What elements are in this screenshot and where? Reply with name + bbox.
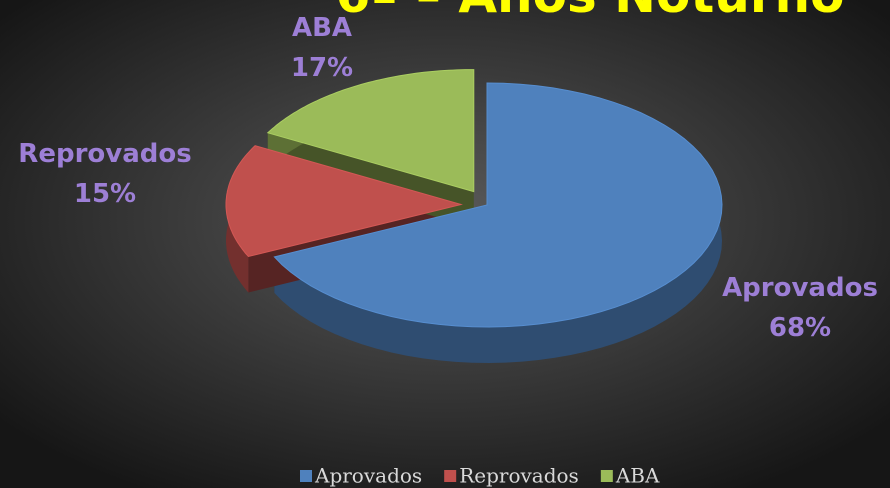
slice bbox=[273, 82, 723, 328]
data-label-name: ABA bbox=[292, 13, 352, 43]
data-label-value: 17% bbox=[291, 53, 353, 83]
chart-title: 6º – Anos Noturno bbox=[336, 0, 845, 24]
legend-label: Aprovados bbox=[314, 464, 422, 488]
data-label-name: Reprovados bbox=[18, 139, 191, 169]
data-label-value: 15% bbox=[74, 179, 136, 209]
data-label-name: Aprovados bbox=[722, 273, 878, 303]
legend-swatch bbox=[444, 470, 457, 482]
legend-swatch bbox=[600, 470, 613, 482]
legend-label: Reprovados bbox=[459, 464, 579, 488]
legend-swatch bbox=[300, 470, 312, 482]
data-label-value: 68% bbox=[769, 313, 831, 343]
slice bbox=[266, 69, 475, 193]
legend-label: ABA bbox=[615, 464, 660, 488]
slice bbox=[225, 145, 463, 258]
